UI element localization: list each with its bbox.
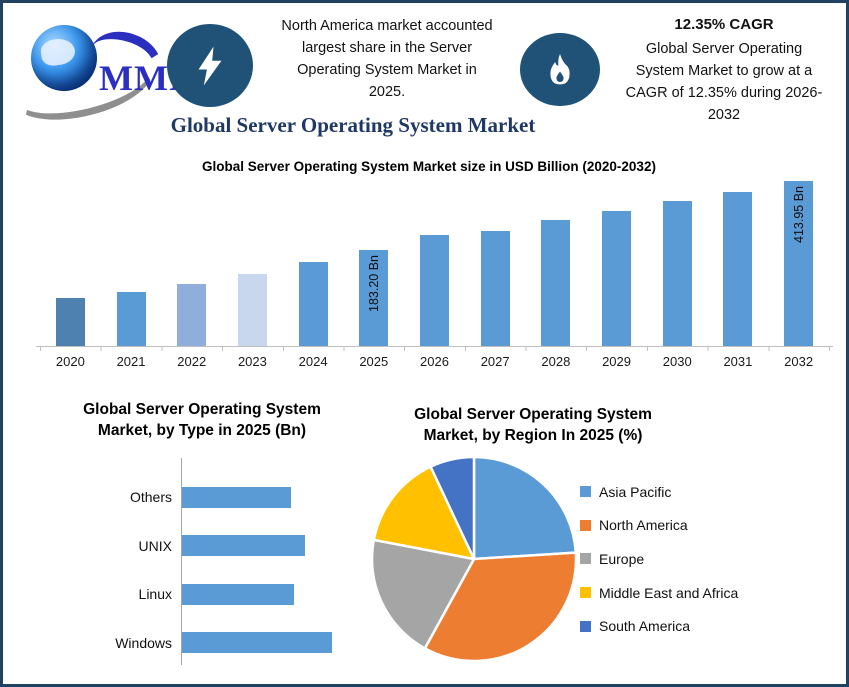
bar-2029 [602,211,632,346]
legend-swatch [580,486,591,498]
left-callout-badge [167,24,253,107]
x-axis-label-2026: 2026 [420,354,449,369]
bar-2020 [55,298,85,346]
bar-2024 [298,262,328,346]
market-size-x-axis [36,346,833,347]
x-axis-label-2020: 2020 [55,354,85,369]
bar-slot-2020 [40,181,101,346]
x-axis-label-2030: 2030 [662,354,692,369]
market-size-axis-ticks [40,347,830,351]
legend-label: South America [599,618,691,635]
market-size-x-labels: 2020 2021 2022 2023 2024 2025 2026 2027 2028 2029… [40,354,829,369]
bar-2027 [480,231,510,346]
bar-2026 [419,235,449,346]
x-axis-label-2031: 2031 [723,354,753,369]
flame-icon [550,53,570,84]
left-callout-text: North America market accounted largest s… [281,18,493,100]
legend-label: Europe [599,550,645,567]
bar-2021 [116,292,146,346]
x-axis-label-2021: 2021 [116,354,146,369]
right-callout: 12.35% CAGR Global Server Operating Syst… [601,16,846,126]
bar-slot-2025: 183.20 Bn [343,181,404,346]
bar-2030 [662,201,692,346]
legend-item-north-america: North America [580,509,738,543]
bar-2031 [723,192,753,346]
bar-2022 [177,284,207,346]
bar-slot-2031 [708,181,769,346]
type-bar-windows [182,632,332,654]
bar-slot-2027 [465,181,526,346]
bar-slot-2022 [161,181,222,346]
type-row-unix: UNIX [33,522,363,571]
x-axis-label-2032: 2032 [784,354,814,369]
bar-value-label-2032: 413.95 Bn [791,186,806,243]
legend-item-asia-pacific: Asia Pacific [580,475,738,509]
legend-swatch [580,553,591,565]
pie-slice-europe [370,538,476,650]
legend-label: Middle East and Africa [599,584,739,601]
x-axis-label-2023: 2023 [237,354,267,369]
pie-slice-south-america [429,455,476,561]
legend-item-south-america: South America [580,609,738,643]
pie-slice-middle-east-and-africa [372,465,476,561]
left-callout: North America market accounted largest s… [253,15,521,103]
globe-icon [31,25,97,91]
region-pie [370,455,578,663]
type-chart-axis [181,458,182,665]
x-axis-label-2024: 2024 [298,354,328,369]
bar-slot-2023 [222,181,283,346]
type-bar-linux [182,583,294,605]
bar-slot-2032: 413.95 Bn [768,181,829,346]
type-label-linux: Linux [138,586,172,603]
type-label-others: Others [129,489,172,506]
right-callout-badge [520,33,600,106]
legend-item-middle-east-and-africa: Middle East and Africa [580,576,738,610]
type-chart: Others UNIX Linux Windows [33,473,363,667]
legend-item-europe: Europe [580,542,738,576]
type-label-unix: UNIX [138,537,172,554]
right-callout-text: Global Server Operating System Market to… [625,41,823,123]
x-axis-label-2029: 2029 [602,354,631,369]
lightning-icon [198,46,222,85]
legend-label: North America [599,517,688,534]
bar-slot-2029 [586,181,647,346]
page-title: Global Server Operating System Market [170,113,536,137]
type-label-windows: Windows [115,634,172,651]
market-size-chart-title: Global Server Operating System Market si… [202,159,656,174]
bar-slot-2021 [101,181,162,346]
region-legend: Asia Pacific North America Europe Middle Ea… [580,475,738,643]
x-axis-label-2028: 2028 [541,354,571,369]
bar-slot-2026 [404,181,465,346]
cagr-headline: 12.35% CAGR [674,16,774,33]
bar-value-label-2025: 183.20 Bn [366,255,381,312]
type-bar-others [182,486,291,508]
market-size-bars: 183.20 Bn 413.95 Bn [40,181,829,346]
mmr-logo: MMR [5,17,195,133]
legend-swatch [580,620,591,632]
bar-slot-2028 [526,181,587,346]
x-axis-label-2022: 2022 [177,354,207,369]
x-axis-label-2027: 2027 [480,354,510,369]
legend-swatch [580,587,591,599]
legend-label: Asia Pacific [599,483,672,500]
type-row-others: Others [33,473,363,522]
bar-2032: 413.95 Bn [784,181,814,346]
type-bar-unix [182,535,305,557]
region-chart-title: Global Server Operating System Market, b… [414,406,652,444]
type-row-windows: Windows [33,619,363,668]
bar-slot-2024 [283,181,344,346]
pie-slice-asia-pacific [472,455,578,561]
x-axis-label-2025: 2025 [359,354,389,369]
bar-slot-2030 [647,181,708,346]
bar-2028 [541,220,571,346]
type-row-linux: Linux [33,570,363,619]
bar-2023 [237,274,267,346]
bar-2025: 183.20 Bn [359,250,389,346]
legend-swatch [580,519,591,531]
type-chart-title: Global Server Operating System Market, b… [83,401,321,439]
